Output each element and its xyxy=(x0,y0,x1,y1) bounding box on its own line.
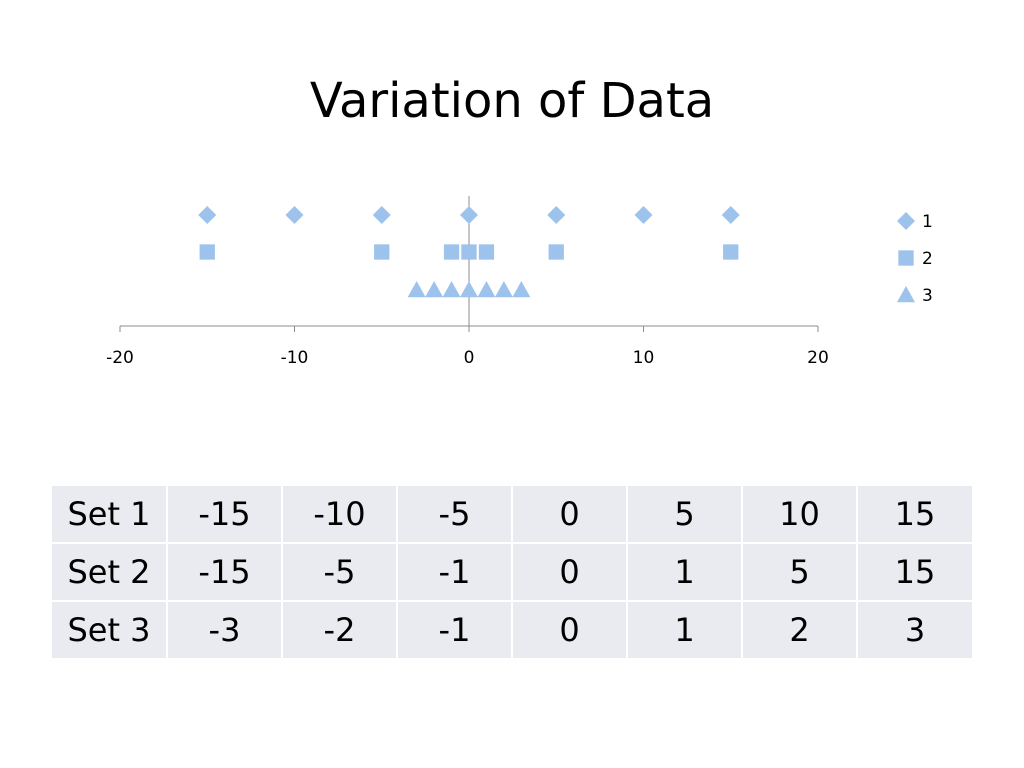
legend-marker xyxy=(898,250,914,266)
legend-marker xyxy=(897,212,915,230)
table-cell: 1 xyxy=(626,600,742,658)
data-table: Set 1 -15 -10 -5 0 5 10 15 Set 2 -15 -5 … xyxy=(52,486,972,658)
scatter-chart: -20 -10 0 10 20 1 2 3 xyxy=(106,196,933,368)
legend-marker xyxy=(897,286,915,303)
table-row: Set 2 -15 -5 -1 0 1 5 15 xyxy=(52,542,972,601)
data-point xyxy=(374,244,390,260)
data-point xyxy=(285,206,304,224)
table-cell: 5 xyxy=(741,542,857,601)
table-cell: -2 xyxy=(281,600,397,658)
table-cell: 1 xyxy=(626,542,742,601)
table-cell: 2 xyxy=(741,600,857,658)
table-row: Set 1 -15 -10 -5 0 5 10 15 xyxy=(52,486,972,543)
row-label: Set 2 xyxy=(52,542,167,601)
x-axis: -20 -10 0 10 20 xyxy=(106,196,829,368)
table-row: Set 3 -3 -2 -1 0 1 2 3 xyxy=(52,600,972,658)
data-point xyxy=(634,206,653,224)
data-point xyxy=(723,244,739,260)
table-cell: -15 xyxy=(166,486,282,543)
data-point xyxy=(372,206,391,224)
table-cell: 0 xyxy=(511,486,627,543)
table-cell: -1 xyxy=(396,600,512,658)
table-cell: -15 xyxy=(166,542,282,601)
table-cell: 3 xyxy=(856,600,972,658)
plot-area xyxy=(198,206,740,298)
row-label: Set 3 xyxy=(52,600,167,658)
x-tick-label: 0 xyxy=(464,348,475,368)
table-cell: 15 xyxy=(856,486,972,543)
data-point xyxy=(478,244,495,260)
table-cell: 5 xyxy=(626,486,742,543)
data-point xyxy=(442,281,461,298)
table-cell: -5 xyxy=(396,486,512,543)
data-point xyxy=(461,244,477,260)
data-point xyxy=(199,244,215,260)
data-point xyxy=(548,244,564,260)
table-cell: -10 xyxy=(281,486,397,543)
data-point xyxy=(407,281,426,298)
data-point xyxy=(443,244,460,260)
x-tick-label: -10 xyxy=(281,348,309,368)
legend: 1 2 3 xyxy=(897,212,933,306)
chart-title: Variation of Data xyxy=(309,73,715,129)
row-label: Set 1 xyxy=(52,486,167,543)
data-point xyxy=(477,281,496,298)
data-point xyxy=(460,206,478,224)
table-cell: 0 xyxy=(511,542,627,601)
data-point xyxy=(425,281,444,298)
legend-label: 3 xyxy=(922,286,933,306)
data-point xyxy=(494,281,513,298)
x-tick-label: -20 xyxy=(106,348,134,368)
x-tick-label: 20 xyxy=(807,348,829,368)
legend-label: 1 xyxy=(922,212,933,232)
table-cell: -3 xyxy=(166,600,282,658)
table-cell: 10 xyxy=(741,486,857,543)
data-point xyxy=(512,281,531,298)
x-tick-label: 10 xyxy=(633,348,655,368)
table-cell: -5 xyxy=(281,542,397,601)
table-cell: 15 xyxy=(856,542,972,601)
data-point xyxy=(198,206,217,224)
table-cell: -1 xyxy=(396,542,512,601)
data-point xyxy=(547,206,566,224)
legend-label: 2 xyxy=(922,249,933,269)
table-cell: 0 xyxy=(511,600,627,658)
data-point xyxy=(460,281,478,298)
data-point xyxy=(721,206,740,224)
